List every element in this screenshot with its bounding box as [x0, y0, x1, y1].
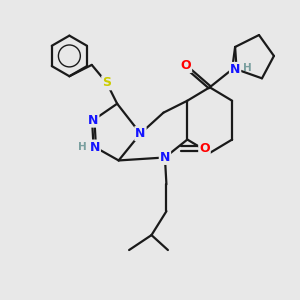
- Text: N: N: [88, 114, 98, 127]
- Text: N: N: [230, 63, 240, 76]
- Text: N: N: [160, 151, 170, 164]
- Text: N: N: [90, 140, 100, 154]
- Text: O: O: [199, 142, 210, 155]
- Text: S: S: [102, 76, 111, 89]
- Text: N: N: [135, 127, 146, 140]
- Text: H: H: [78, 142, 87, 152]
- Text: H: H: [243, 63, 252, 73]
- Text: O: O: [181, 59, 191, 72]
